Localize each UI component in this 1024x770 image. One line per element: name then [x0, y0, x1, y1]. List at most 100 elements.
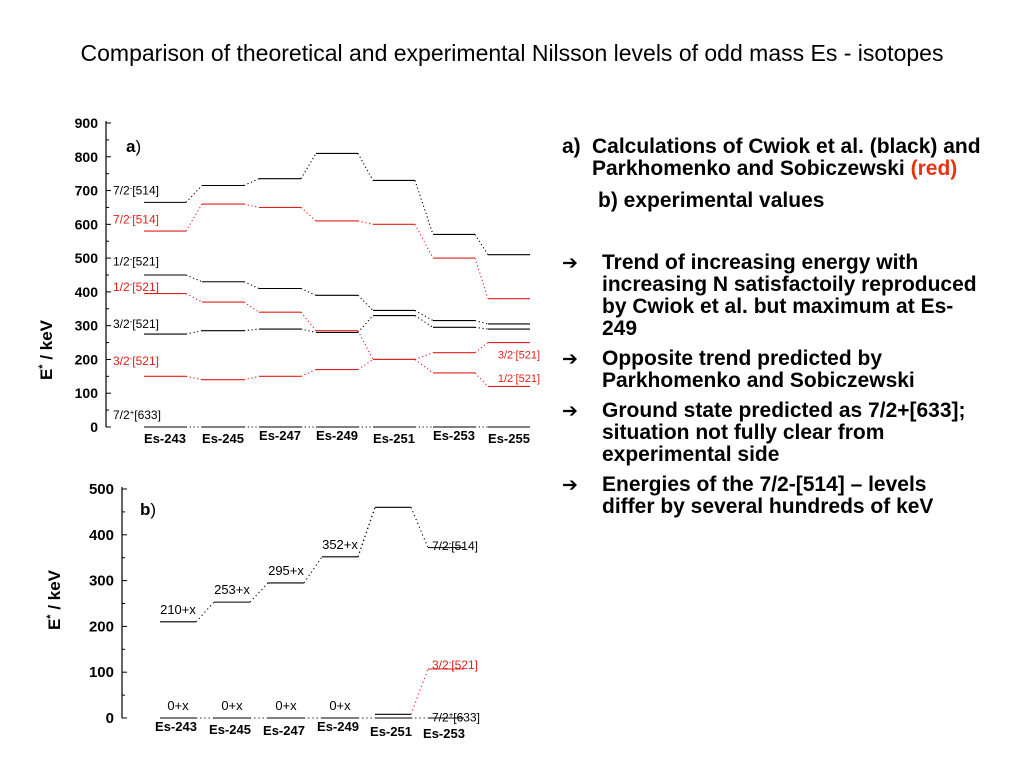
level-connector: [474, 372, 489, 387]
level-connector: [357, 507, 376, 557]
level-connector: [474, 326, 489, 330]
isotope-label: Es-251: [373, 431, 415, 446]
level-connector: [357, 358, 374, 371]
isotope-label: Es-243: [155, 719, 197, 734]
level-connector: [185, 274, 203, 283]
level-assignment-label: 3/2-[521]: [113, 316, 159, 331]
bullet-item: ➔ Ground state predicted as 7/2+[633]; si…: [562, 400, 982, 466]
y-tick-label: 200: [75, 351, 99, 367]
y-tick-label: 900: [75, 115, 99, 131]
level-connector: [243, 281, 260, 290]
bullet-text: Ground state predicted as 7/2+[633]; sit…: [602, 399, 966, 466]
level-connector: [410, 507, 429, 548]
y-tick-label: 300: [89, 573, 114, 590]
level-assignment-label: 7/2-[514]: [432, 538, 478, 553]
level-connector: [474, 342, 489, 354]
y-tick-label: 500: [75, 250, 99, 266]
level-connector: [414, 315, 434, 328]
level-connector: [243, 375, 260, 381]
caption-a-tag: a): [562, 135, 581, 158]
bullet-item: ➔ Opposite trend predicted by Parkhomenko…: [562, 348, 982, 392]
y-tick-label: 800: [75, 149, 99, 165]
level-energy-label: 210+x: [160, 602, 196, 617]
level-connector: [243, 328, 260, 332]
level-energy-label: 0+x: [329, 698, 351, 713]
y-tick-label: 100: [75, 385, 99, 401]
caption-a-red: (red): [910, 157, 958, 180]
level-assignment-label: 1/2-[521]: [113, 254, 159, 269]
caption-a-text: Calculations of Cwiok et al. (black) and…: [592, 135, 981, 180]
isotope-label: Es-245: [202, 431, 244, 446]
isotope-label: Es-245: [209, 722, 251, 737]
level-connector: [300, 369, 317, 377]
bullet-list: ➔ Trend of increasing energy with increas…: [562, 252, 982, 518]
level-connector: [357, 153, 374, 181]
right-arrow-icon: ➔: [562, 348, 578, 370]
isotope-label: Es-255: [488, 431, 530, 446]
chart-b-level-scheme: 0 100 200 300 400 500 E* / keV b) 0+x 0+x 0+x 0+x 21…: [45, 481, 480, 741]
level-connector: [249, 582, 269, 603]
level-connector: [303, 556, 323, 584]
level-energy-label: 253+x: [214, 582, 250, 597]
level-connector: [185, 293, 203, 303]
level-assignment-label: 1/2-[521]: [113, 279, 159, 294]
level-assignment-label: 3/2-[521]: [432, 657, 478, 672]
y-tick-label: 0: [106, 710, 114, 727]
level-connector: [474, 320, 489, 325]
level-assignment-label: 3/2-[521]: [498, 348, 540, 361]
isotope-label: Es-253: [433, 428, 475, 443]
isotope-label: Es-249: [316, 428, 358, 443]
level-connector: [414, 359, 434, 374]
level-connector: [195, 601, 215, 623]
isotope-label: Es-247: [263, 723, 305, 738]
y-tick-label: 400: [75, 284, 99, 300]
isotope-label: Es-249: [317, 719, 359, 734]
level-connector: [474, 234, 489, 256]
level-connector: [414, 309, 434, 322]
y-tick-label: 500: [89, 481, 114, 498]
isotope-label: Es-253: [423, 726, 465, 741]
isotope-label: Es-247: [259, 428, 301, 443]
level-energy-label: 0+x: [221, 698, 243, 713]
chart-a-level-scheme: 0 100 200 300 400 500 600 700 800 900 E* / keV a) Es…: [37, 115, 540, 446]
level-assignment-label: 7/2-[514]: [113, 183, 159, 198]
bullet-text: Trend of increasing energy with increasi…: [602, 251, 977, 340]
isotope-label: Es-243: [144, 431, 186, 446]
bullet-item: ➔ Energies of the 7/2-[514] – levels diff…: [562, 474, 982, 518]
level-connector: [414, 180, 434, 235]
level-connector: [243, 203, 260, 208]
level-energy-label: 0+x: [167, 698, 189, 713]
level-connector: [243, 178, 260, 186]
panel-label: b): [140, 500, 156, 519]
level-connector: [474, 257, 489, 299]
level-energy-label: 295+x: [268, 563, 304, 578]
level-assignment-label: 3/2-[521]: [113, 354, 159, 369]
y-tick-label: 200: [89, 618, 114, 635]
y-tick-label: 300: [75, 318, 99, 334]
isotope-label: Es-251: [370, 724, 412, 739]
y-axis-label: E* / keV: [45, 569, 64, 630]
level-assignment-label: 7/2+[633]: [432, 710, 480, 725]
level-connector: [414, 352, 434, 360]
y-tick-label: 100: [89, 664, 114, 681]
bullet-text: Opposite trend predicted by Parkhomenko …: [602, 347, 915, 392]
y-tick-label: 600: [75, 216, 99, 232]
level-connector: [357, 330, 374, 360]
slide-title: Comparison of theoretical and experiment…: [80, 40, 944, 66]
level-connector: [357, 315, 374, 333]
caption-a: a) Calculations of Cwiok et al. (black) …: [562, 136, 982, 180]
right-arrow-icon: ➔: [562, 474, 578, 496]
level-assignment-label: 1/2-[521]: [498, 372, 540, 385]
y-tick-label: 400: [89, 527, 114, 544]
level-connector: [410, 668, 429, 715]
level-connector: [300, 311, 317, 332]
level-connector: [243, 301, 260, 313]
level-connector: [414, 224, 434, 259]
panel-label: a): [126, 137, 141, 156]
right-arrow-icon: ➔: [562, 400, 578, 422]
right-arrow-icon: ➔: [562, 252, 578, 274]
notes-panel: a) Calculations of Cwiok et al. (black) …: [562, 136, 982, 526]
level-connector: [185, 185, 203, 203]
y-axis-label: E* / keV: [37, 319, 56, 380]
level-connector: [185, 203, 203, 232]
